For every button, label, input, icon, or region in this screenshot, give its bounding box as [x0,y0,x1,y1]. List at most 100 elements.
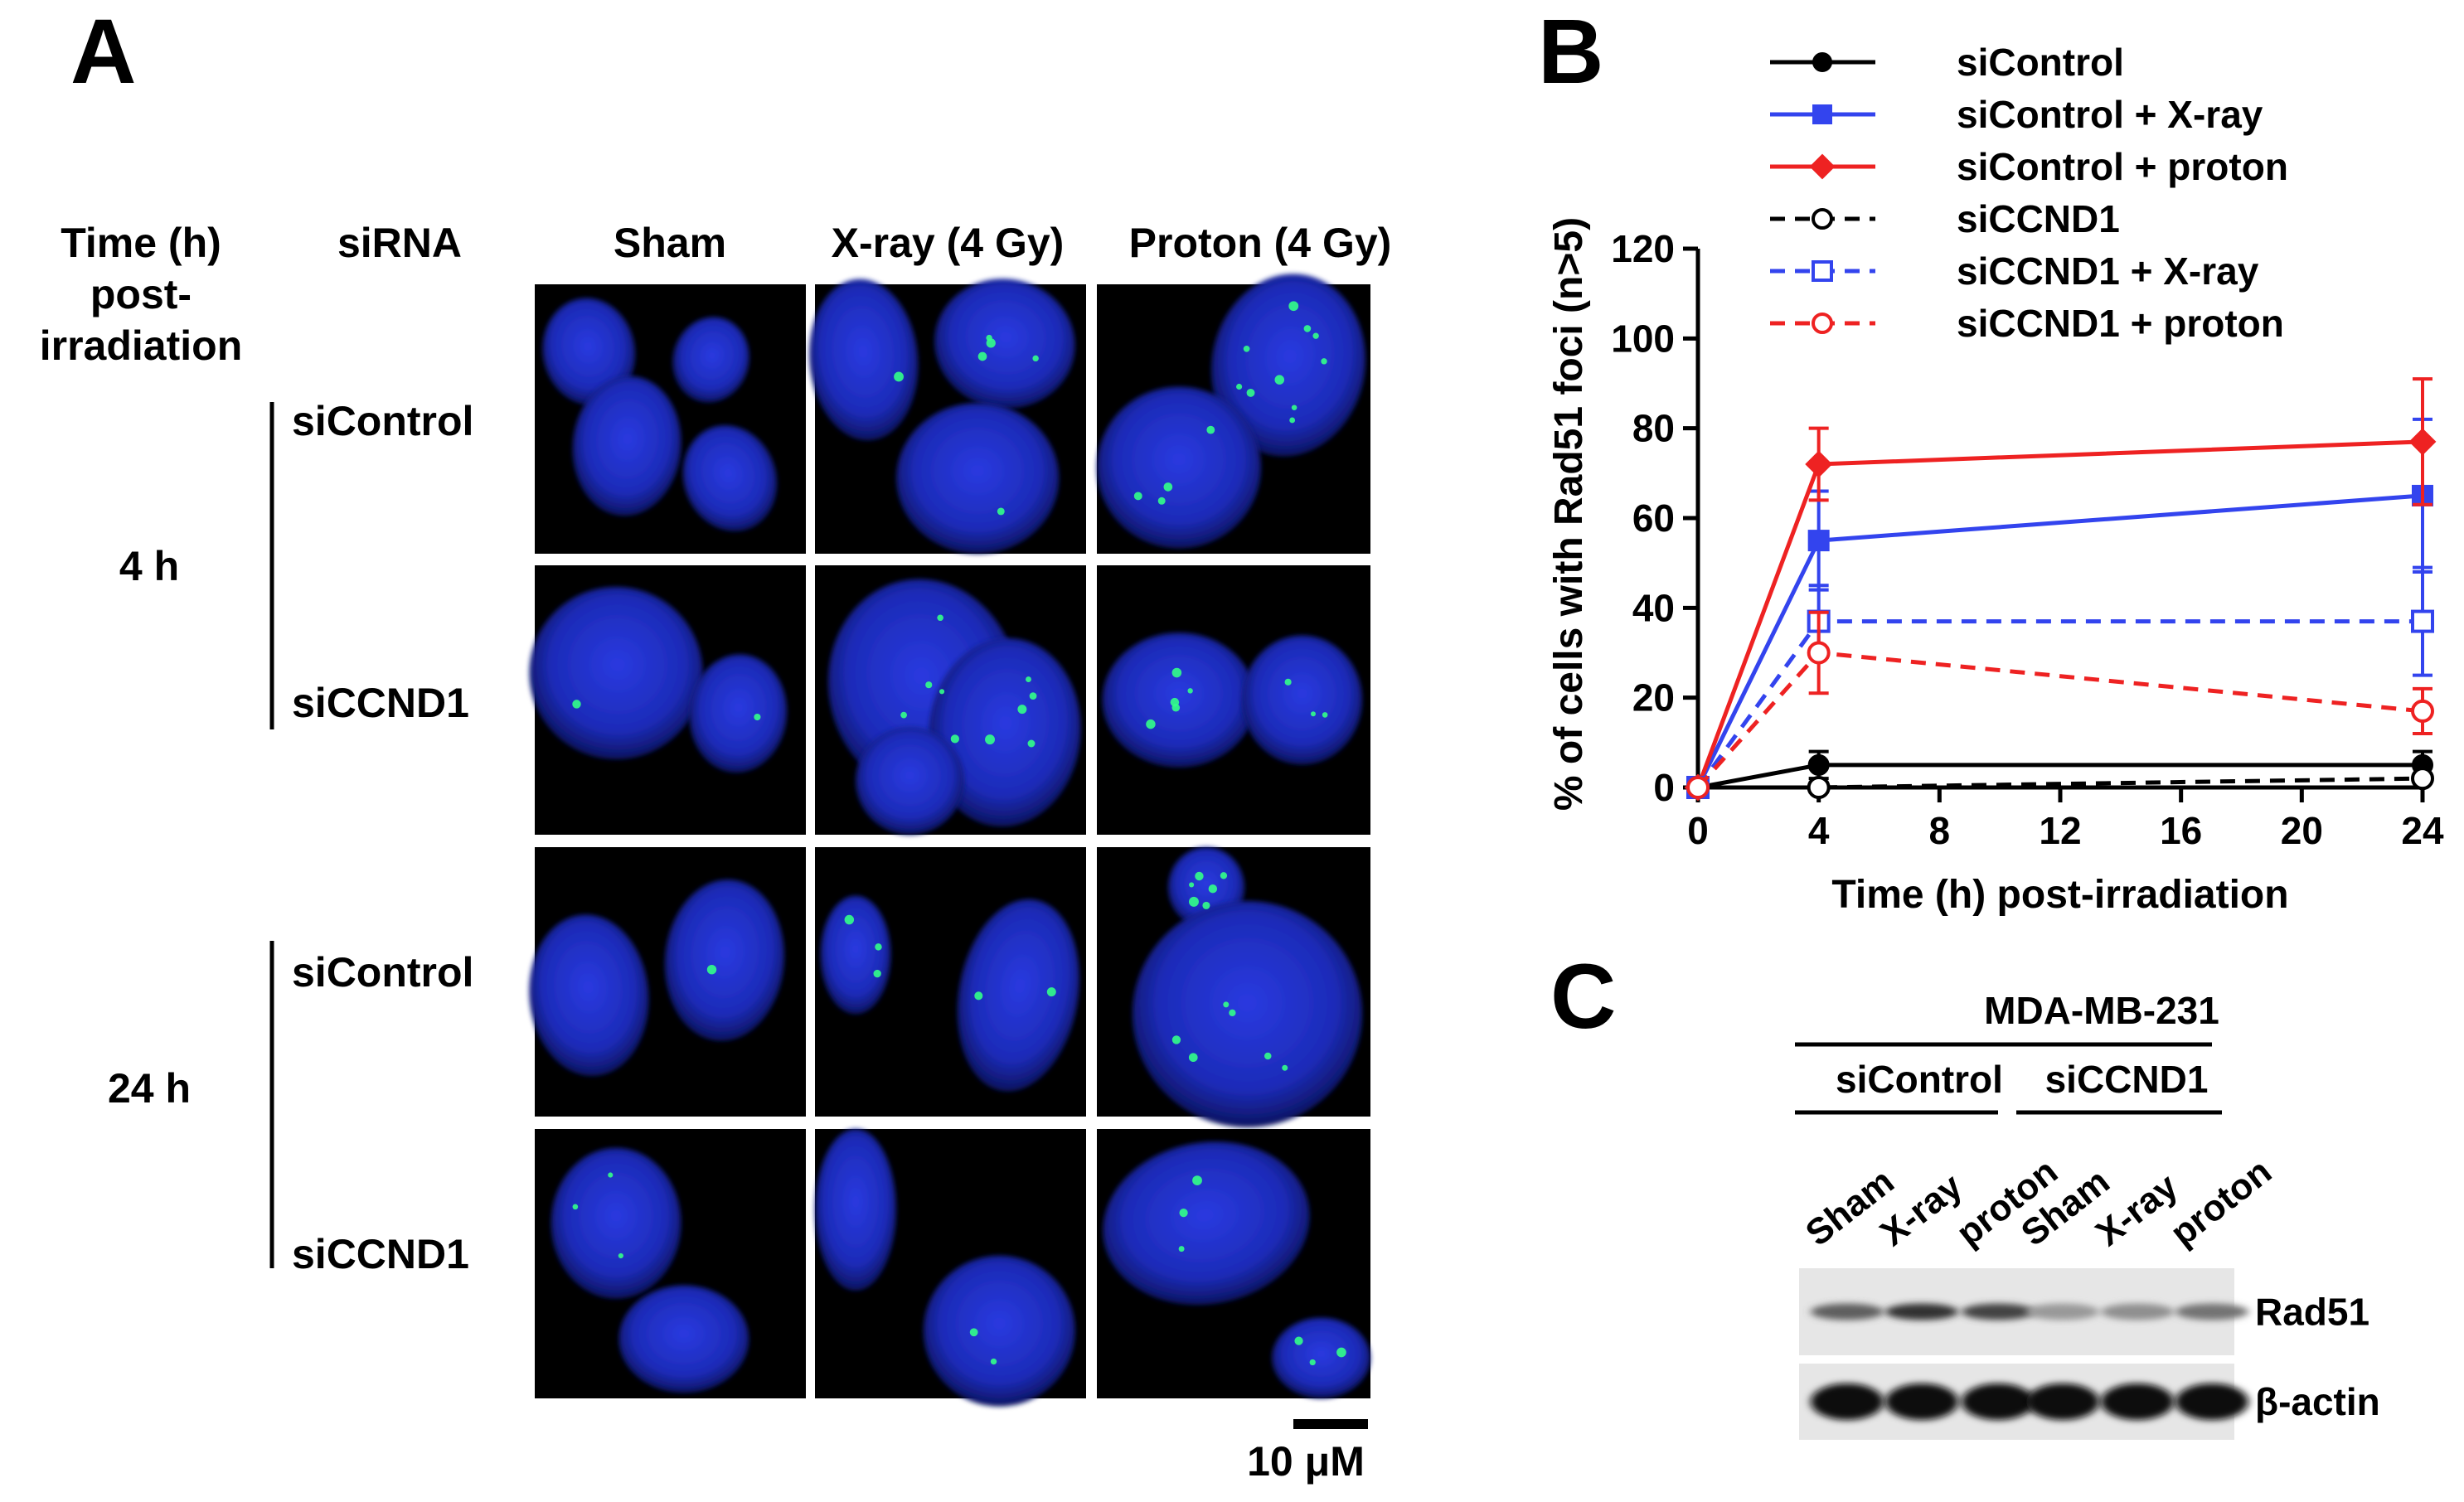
data-point-circle [1686,776,1710,799]
nucleus [1132,901,1363,1127]
rad51-focus [1146,719,1156,729]
blot-band [2101,1383,2174,1420]
rad51-focus [925,681,933,689]
nucleus [896,403,1060,554]
x-tick-label: 16 [2160,809,2202,852]
legend-label: siCCND1 [1957,197,2120,240]
series-line [1695,439,2423,788]
rad51-focus [1027,739,1036,748]
micrograph-24h-siccnd1-sham [535,1129,806,1398]
legend-item: siControl + X-ray [1770,93,2263,136]
data-point-circle [1812,52,1832,72]
nucleus [820,895,891,1015]
micrograph-24h-sicontrol-sham [529,847,806,1117]
data-point-circle [2411,767,2434,791]
micrograph-4h-sicontrol-xray [809,279,1086,554]
rad51-focus [1029,692,1037,700]
data-point-square [1812,260,1833,282]
blot-beta-actin: β-actin [1799,1364,2380,1440]
series-line [1698,776,2423,790]
rad51-focus [1264,1052,1272,1060]
column-header-proton: Proton (4 Gy) [1129,220,1392,266]
rad51-focus [1303,325,1312,332]
micrograph-24h-siccnd1-xray [815,1129,1086,1407]
rad51-focus [1179,1208,1188,1218]
rad51-focus [1206,425,1215,434]
nucleus [1211,274,1365,457]
rad51-focus [875,943,882,951]
nucleus [815,1129,897,1291]
blot-band [2026,1383,2099,1420]
panel-b: B 0 20 40 60 80 100 120 0 4 8 12 16 20 24 % of cells … [1538,1,2444,917]
nucleus [1103,1141,1310,1306]
legend-label: siControl [1957,41,2124,84]
y-tick-label: 60 [1632,497,1675,540]
rad51-focus [1157,497,1166,505]
series-sicontrol-proton [1684,377,2437,802]
rad51-focus [894,371,904,382]
legend-label: siControl + X-ray [1957,93,2263,136]
data-point-diamond [1809,153,1836,180]
rad51-focus [969,1328,978,1337]
panel-a-label: A [70,1,136,103]
column-header-sham: Sham [614,220,726,266]
panel-c-label: C [1550,946,1616,1048]
rad51-focus [1336,1347,1346,1358]
data-point-square [1807,530,1830,552]
micrograph-4h-siccnd1-proton [1097,565,1370,835]
group-label-siccnd1: siCCND1 [2045,1058,2209,1101]
rad51-focus [572,700,581,709]
blot-label: Rad51 [2255,1291,2369,1334]
rad51-focus [1220,872,1228,879]
rad51-focus [1189,896,1199,907]
rad51-focus [1223,1001,1230,1008]
y-tick-label: 100 [1611,317,1675,360]
series-siccnd1-x-ray [1686,565,2434,799]
row-label-4h-siccnd1: siCCND1 [292,680,469,726]
rad51-focus [608,1172,614,1178]
legend-item: siControl [1770,41,2124,84]
nucleus [529,914,649,1077]
group-time-4h: 4 h [119,543,179,589]
rad51-focus [974,991,983,1001]
rad51-focus [977,351,987,361]
nucleus [689,654,788,773]
data-point-circle [1807,776,1831,799]
legend-label: siControl + proton [1957,145,2288,188]
legend-label: siCCND1 + X-ray [1957,250,2259,293]
rad51-focus [1202,901,1210,909]
x-tick-label: 24 [2401,809,2444,852]
group-label-sicontrol: siControl [1836,1058,2003,1101]
blot-band [1811,1303,1884,1320]
series-sicontrol-x-ray [1687,417,2433,798]
blot-band [2101,1303,2174,1320]
rad51-focus [844,914,855,925]
rad51-focus [1274,375,1285,385]
rad51-focus [1046,987,1056,997]
nucleus [529,586,703,760]
micrograph-4h-siccnd1-sham [529,565,806,835]
y-tick-label: 80 [1632,407,1675,450]
rad51-foci-chart: 0 20 40 60 80 100 120 0 4 8 12 16 20 24 [1611,227,2444,852]
micrograph-4h-sicontrol-proton [1097,274,1370,554]
blot-band [1962,1383,2035,1420]
rad51-focus [1322,712,1328,718]
micrograph-24h-sicontrol-proton [1097,847,1370,1127]
rad51-focus [1026,676,1031,683]
nucleus [809,279,919,441]
nucleus [957,899,1079,1092]
rad51-focus [1188,1053,1198,1063]
blot-band [1811,1383,1884,1420]
data-point-square [1812,104,1832,124]
rad51-focus [1171,703,1181,712]
micrograph-4h-siccnd1-xray [815,565,1086,835]
rad51-focus [873,969,881,978]
rad51-focus [1187,688,1193,694]
row-label-24h-siccnd1: siCCND1 [292,1231,469,1277]
rad51-focus [1236,383,1243,390]
rad51-focus [997,507,1005,516]
rad51-focus [1284,678,1292,686]
rad51-focus [1032,355,1039,362]
panel-a: A Time (h) post- irradiation siRNA Sham … [40,1,1392,1485]
nucleus [1102,632,1256,768]
